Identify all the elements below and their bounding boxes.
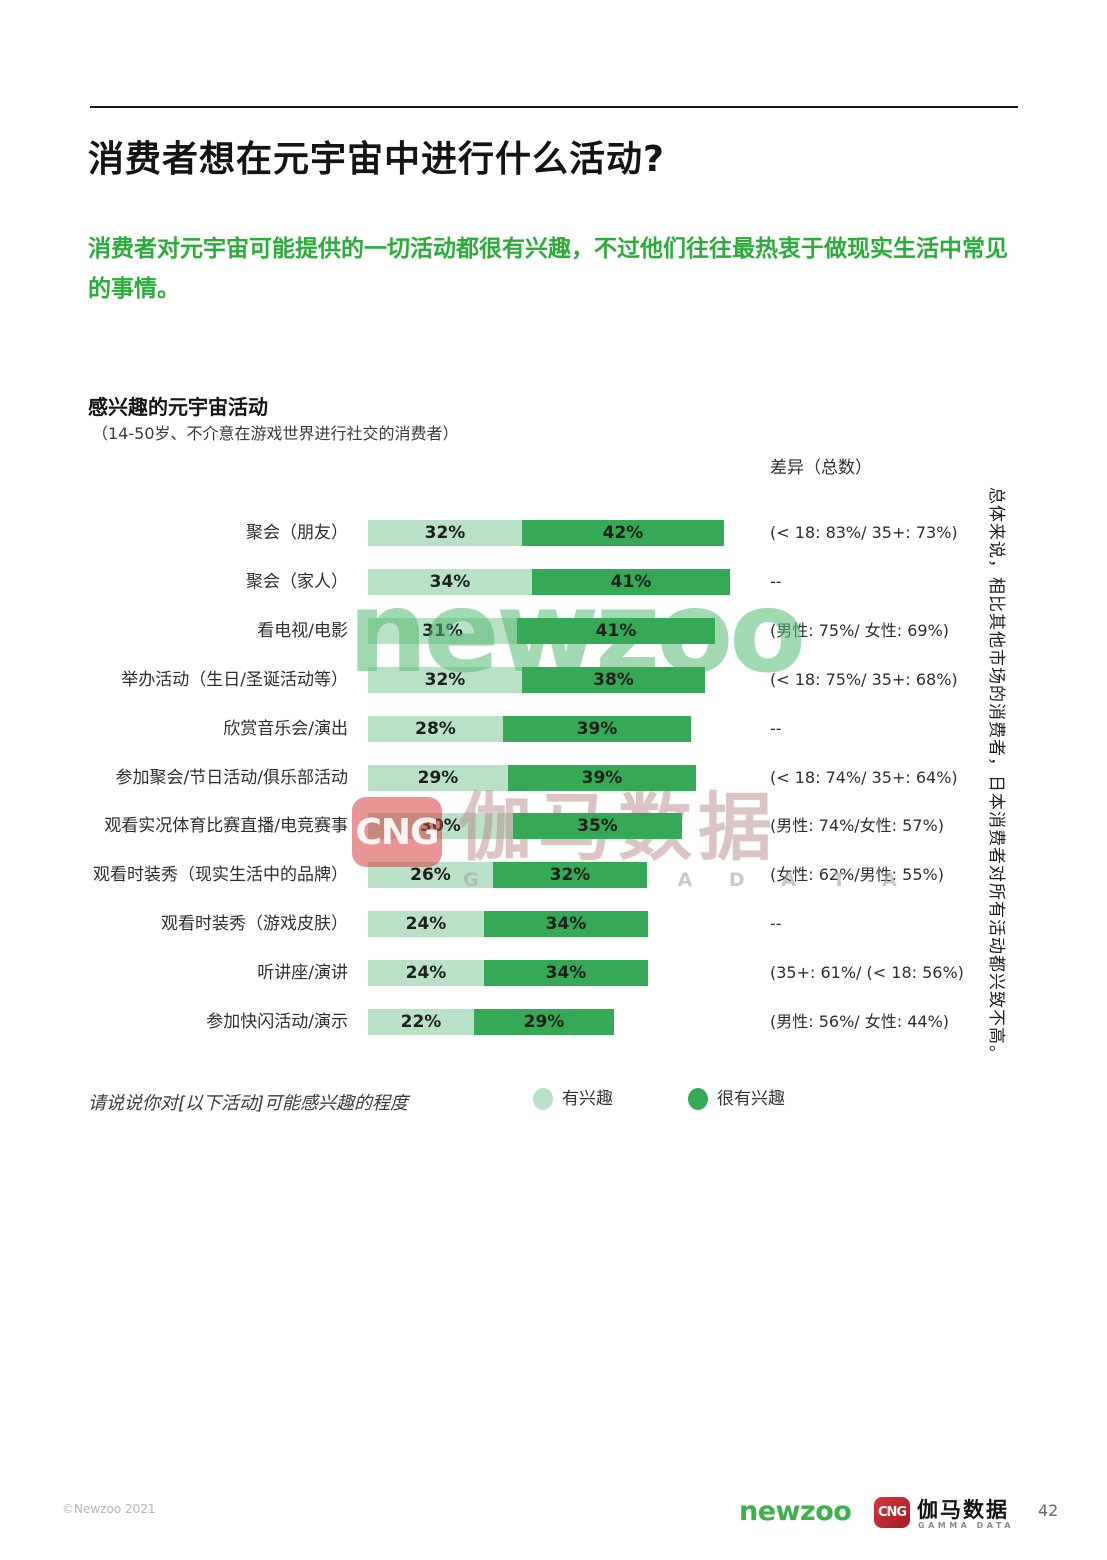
diff-label: (女性: 62%/男性: 55%) bbox=[770, 865, 944, 884]
bar-dark-segment: 32% bbox=[493, 862, 647, 888]
side-note: 总体来说，相比其他市场的消费者，日本消费者对所有活动都兴致不高。 bbox=[986, 487, 1006, 1063]
bar-light-segment: 32% bbox=[368, 520, 522, 546]
category-label: 欣赏音乐会/演出 bbox=[223, 719, 348, 739]
category-label: 看电视/电影 bbox=[257, 621, 348, 641]
bar-dark-segment: 41% bbox=[517, 618, 715, 644]
legend-label-very-interested: 很有兴趣 bbox=[717, 1089, 785, 1109]
category-label: 聚会（朋友） bbox=[246, 523, 348, 543]
diff-label: (< 18: 74%/ 35+: 64%) bbox=[770, 768, 958, 787]
newzoo-logo: newzoo bbox=[739, 1496, 852, 1527]
bar-light-segment: 28% bbox=[368, 716, 503, 742]
diff-label: (男性: 75%/ 女性: 69%) bbox=[770, 621, 950, 640]
diff-label: (男性: 74%/女性: 57%) bbox=[770, 816, 944, 835]
bar-light-segment: 24% bbox=[368, 960, 484, 986]
copyright: ©Newzoo 2021 bbox=[62, 1502, 156, 1516]
category-label: 观看时装秀（游戏皮肤） bbox=[161, 914, 348, 934]
legend-label-interested: 有兴趣 bbox=[562, 1089, 613, 1109]
bar-dark-segment: 42% bbox=[522, 520, 724, 546]
intro-text: 消费者对元宇宙可能提供的一切活动都很有兴趣，不过他们往往最热衷于做现实生活中常见… bbox=[88, 236, 1008, 302]
bar-dark-segment: 34% bbox=[484, 911, 648, 937]
diff-label: (< 18: 83%/ 35+: 73%) bbox=[770, 523, 958, 542]
bar-light-segment: 30% bbox=[368, 813, 513, 839]
legend-dot-interested bbox=[533, 1088, 553, 1110]
gamma-data-logo-en: GAMMA DATA bbox=[918, 1521, 1014, 1530]
legend-dot-very-interested bbox=[688, 1088, 708, 1110]
cng-logo: CNG bbox=[874, 1497, 910, 1528]
category-label: 参加聚会/节日活动/俱乐部活动 bbox=[115, 768, 348, 788]
page-title: 消费者想在元宇宙中进行什么活动? bbox=[88, 139, 665, 180]
bar-dark-segment: 39% bbox=[508, 765, 696, 791]
survey-question: 请说说你对[以下活动]可能感兴趣的程度 bbox=[88, 1093, 409, 1114]
bar-light-segment: 24% bbox=[368, 911, 484, 937]
category-label: 聚会（家人） bbox=[246, 572, 348, 592]
page-number: 42 bbox=[1038, 1501, 1059, 1520]
category-label: 听讲座/演讲 bbox=[257, 963, 348, 983]
gamma-data-logo-cn: 伽马数据 bbox=[917, 1497, 1009, 1522]
diff-label: (35+: 61%/ (< 18: 56%) bbox=[770, 963, 964, 982]
bar-dark-segment: 41% bbox=[532, 569, 730, 595]
bar-light-segment: 31% bbox=[368, 618, 517, 644]
bar-dark-segment: 35% bbox=[513, 813, 682, 839]
bar-light-segment: 26% bbox=[368, 862, 493, 888]
bar-light-segment: 29% bbox=[368, 765, 508, 791]
bar-dark-segment: 39% bbox=[503, 716, 691, 742]
bar-light-segment: 22% bbox=[368, 1009, 474, 1035]
chart-subtitle: （14-50岁、不介意在游戏世界进行社交的消费者） bbox=[92, 424, 459, 443]
diff-label: -- bbox=[770, 914, 782, 933]
diff-label: (< 18: 75%/ 35+: 68%) bbox=[770, 670, 958, 689]
diff-label: -- bbox=[770, 572, 782, 591]
bar-dark-segment: 38% bbox=[522, 667, 705, 693]
bar-light-segment: 34% bbox=[368, 569, 532, 595]
diff-column-header: 差异（总数） bbox=[770, 458, 872, 478]
category-label: 参加快闪活动/演示 bbox=[206, 1012, 348, 1032]
category-label: 举办活动（生日/圣诞活动等） bbox=[121, 670, 348, 690]
category-label: 观看时装秀（现实生活中的品牌） bbox=[93, 865, 348, 885]
diff-label: (男性: 56%/ 女性: 44%) bbox=[770, 1012, 950, 1031]
category-label: 观看实况体育比赛直播/电竞赛事 bbox=[104, 816, 348, 836]
bar-light-segment: 32% bbox=[368, 667, 522, 693]
diff-label: -- bbox=[770, 719, 782, 738]
bar-dark-segment: 29% bbox=[474, 1009, 614, 1035]
bar-dark-segment: 34% bbox=[484, 960, 648, 986]
top-rule bbox=[90, 106, 1018, 108]
chart-title: 感兴趣的元宇宙活动 bbox=[88, 395, 268, 419]
